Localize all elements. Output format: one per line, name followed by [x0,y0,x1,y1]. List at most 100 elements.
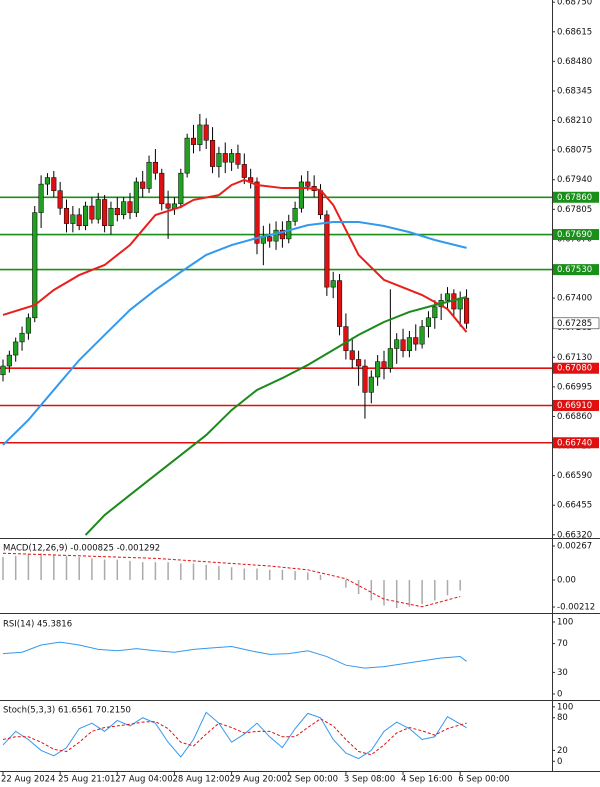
y-tick-label: 0.00 [557,576,576,586]
x-tick-label: 3 Sep 08:00 [344,775,395,785]
candle-body [127,201,133,213]
moving-average [84,296,467,536]
candle-body [317,190,324,216]
candle-body [254,181,260,244]
candle-body [190,137,197,145]
candle-body [368,376,374,393]
candle-body [279,229,285,240]
y-tick-label: 0.66590 [557,471,592,481]
candle-body [394,339,400,349]
candle-body [146,161,152,189]
candle-body [337,280,343,327]
candle-body [152,161,158,174]
indicator-title: MACD(12,26,9) -0.000825 -0.001292 [3,544,160,554]
candle-body [413,337,419,345]
candle-body [121,201,127,216]
candle-body [32,212,38,319]
candle-body [464,297,470,324]
candle-body [0,365,6,376]
candle-body [57,190,63,209]
level-label-box [553,191,599,203]
y-tick-label: 0.67130 [557,353,592,363]
candle-body [165,203,171,209]
candle-body [444,293,451,301]
candle-body [25,317,31,334]
y-tick-label: 0.68615 [557,27,592,37]
x-tick-label: 27 Aug 04:00 [115,775,172,785]
candle-body [51,177,57,191]
level-label: 0.66740 [557,438,592,448]
y-tick-label: 100 [557,702,573,712]
indicator-line [2,718,467,756]
indicator-title: RSI(14) 45.3816 [3,620,72,630]
y-tick-label: 100 [557,617,573,627]
y-tick-label: 0.68480 [557,57,592,67]
x-tick-label: 4 Sep 16:00 [401,775,452,785]
y-tick-label: 0.67400 [557,294,592,304]
candle-body [95,199,101,220]
candle-body [419,326,425,345]
candle-body [114,207,120,216]
level-label-box [553,362,599,374]
level-label: 0.67080 [557,364,592,374]
x-tick-label: 6 Sep 00:00 [458,775,509,785]
candle-body [44,177,51,185]
candle-body [216,153,222,167]
y-tick-label: 0 [557,757,562,767]
candle-body [343,326,349,351]
y-tick-label: -0.00212 [557,603,595,613]
candle-body [330,280,336,288]
level-label-box [553,399,599,411]
candle-body [324,214,330,288]
level-label: 0.66910 [557,401,592,411]
candle-body [63,207,70,224]
last-price-box [552,317,600,330]
y-tick-label: 0.67940 [557,175,592,185]
candle-body [267,236,273,242]
y-tick-label: 0.68750 [557,0,592,8]
candle-body [19,332,25,343]
y-tick-label: 0.00267 [557,541,592,551]
y-tick-label: 20 [557,746,568,756]
candle-body [89,205,95,220]
candle-body [406,337,412,351]
candle-body [6,354,12,367]
indicator-title: Stoch(5,3,3) 61.6561 70.2150 [3,706,131,716]
candle-body [375,361,381,378]
candle-body [210,140,216,167]
level-label: 0.67860 [557,193,592,203]
candle-body [298,181,304,209]
candle-body [184,137,190,174]
candle-body [356,359,362,367]
candle-body [102,199,108,227]
candle-body [133,181,139,213]
candle-body [229,153,235,163]
level-label-box [553,264,599,276]
y-tick-label: 0.67805 [557,205,592,215]
candle-body [381,361,387,369]
candle-body [400,339,406,351]
x-tick-label: 22 Aug 2024 [1,775,55,785]
candle-body [235,153,241,165]
x-tick-label: 25 Aug 21:01 [58,775,115,785]
candle-body [222,153,228,163]
y-tick-label: 0.66320 [557,530,592,540]
candle-body [38,183,44,213]
candle-body [349,350,355,360]
level-label: 0.67530 [557,265,592,275]
candle-body [13,341,19,356]
candle-body [70,214,76,224]
y-tick-label: 80 [557,713,568,723]
candle-body [108,207,114,227]
y-tick-label: 0.68075 [557,146,592,156]
moving-average [2,221,467,446]
x-tick-label: 28 Aug 12:00 [172,775,229,785]
candle-body [159,172,165,205]
candle-body [83,205,89,227]
candle-body [76,214,82,227]
y-tick-label: 0.66860 [557,412,592,422]
candle-body [305,181,311,187]
candle-body [273,229,279,242]
